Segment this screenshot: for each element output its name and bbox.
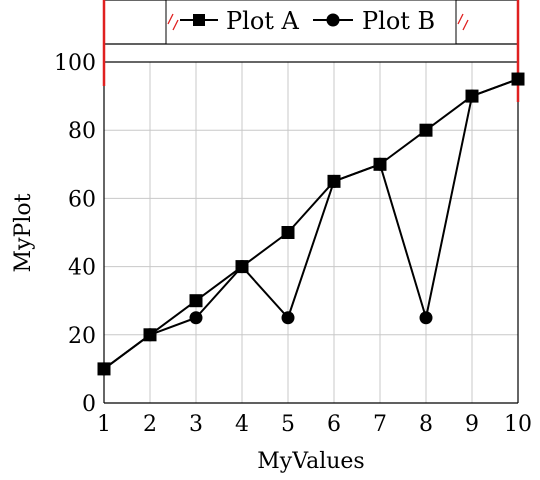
x-tick-label: 5: [281, 412, 295, 437]
data-point-plot-a: [189, 294, 203, 308]
data-point-plot-b: [373, 157, 387, 171]
data-point-plot-b: [511, 72, 525, 86]
x-tick-label: 1: [97, 412, 111, 437]
data-point-plot-b: [281, 311, 295, 325]
legend-entry-plot-a: Plot A: [180, 7, 300, 35]
legend-marker-circle: [326, 13, 340, 27]
legend-break-mark-right: [457, 13, 469, 31]
x-tick-label: 7: [373, 412, 387, 437]
legend: Plot A Plot B: [165, 0, 469, 45]
data-point-plot-b: [143, 328, 157, 342]
x-tick-label: 4: [235, 412, 249, 437]
data-point-plot-a: [419, 123, 433, 137]
x-tick-label: 10: [504, 412, 532, 437]
x-tick-label: 3: [189, 412, 203, 437]
y-tick-label: 60: [68, 187, 96, 212]
series-line-plot-b: [103, 78, 519, 370]
series-line-plot-a: [103, 78, 519, 370]
x-tick-label: 8: [419, 412, 433, 437]
legend-entry-plot-b: Plot B: [313, 7, 435, 35]
legend-break-mark-left: [167, 13, 179, 31]
y-tick-label: 40: [68, 256, 96, 281]
y-tick-label: 100: [54, 51, 96, 76]
data-point-plot-a: [281, 226, 295, 239]
x-tick-label: 2: [143, 412, 157, 437]
x-axis-label: MyValues: [257, 449, 364, 474]
legend-label-plot-a: Plot A: [226, 7, 300, 35]
x-tick-label: 6: [327, 412, 341, 437]
legend-label-plot-b: Plot B: [362, 7, 435, 35]
data-point-plot-b: [235, 260, 249, 274]
y-tick-label: 20: [68, 324, 96, 349]
series-layer: [97, 72, 525, 376]
data-point-plot-b: [327, 174, 341, 188]
legend-box: [165, 0, 457, 45]
data-point-plot-b: [189, 311, 203, 325]
y-axis-label: MyPlot: [11, 193, 36, 272]
data-point-plot-b: [97, 362, 111, 376]
x-tick-label: 9: [465, 412, 479, 437]
data-point-plot-b: [419, 311, 433, 325]
y-tick-label: 0: [82, 392, 96, 417]
data-point-plot-b: [465, 89, 479, 103]
grid-lines: [103, 62, 519, 404]
legend-marker-square: [193, 14, 205, 26]
y-tick-label: 80: [68, 119, 96, 144]
